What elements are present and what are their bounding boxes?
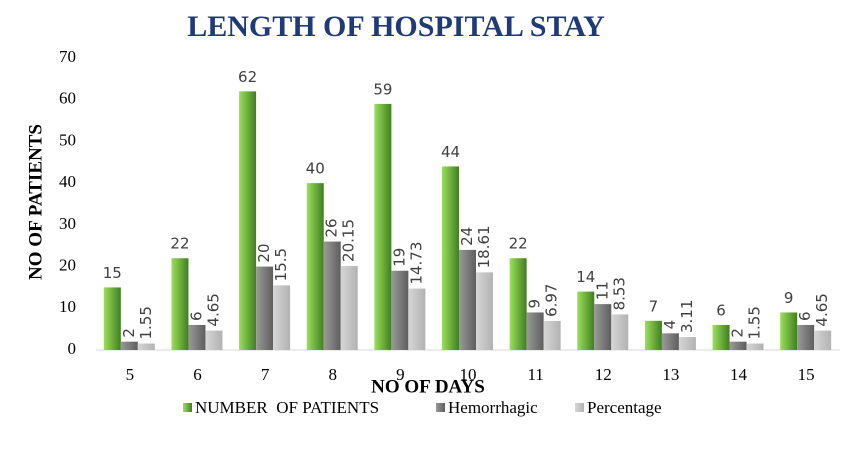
bar — [340, 265, 358, 350]
bar — [323, 241, 341, 350]
bar — [644, 320, 662, 350]
x-tick-label: 13 — [662, 365, 679, 384]
value-label: 7 — [649, 297, 659, 315]
bar — [171, 258, 189, 350]
bar — [137, 343, 155, 350]
bar — [408, 288, 426, 350]
value-label: 4 — [661, 320, 679, 330]
x-tick-label: 11 — [527, 365, 543, 384]
legend-label: Percentage — [587, 398, 662, 417]
x-axis-title: NO OF DAYS — [371, 376, 485, 397]
value-label: 15.5 — [272, 248, 290, 281]
bar — [306, 183, 324, 350]
legend-swatch — [575, 403, 584, 412]
y-tick-label: 20 — [59, 255, 76, 274]
bar — [543, 320, 561, 350]
value-label: 44 — [441, 143, 460, 161]
value-label: 24 — [458, 227, 476, 246]
y-tick-label: 70 — [59, 47, 76, 66]
value-label: 9 — [784, 289, 794, 307]
value-label: 6 — [796, 311, 814, 321]
bar — [780, 312, 798, 350]
bar — [374, 103, 392, 350]
value-label: 22 — [509, 235, 528, 253]
legend-swatch — [183, 403, 192, 412]
value-label: 40 — [306, 160, 325, 178]
value-label: 62 — [238, 68, 257, 86]
value-label: 6 — [716, 301, 726, 319]
y-tick-label: 30 — [59, 214, 76, 233]
value-label: 22 — [170, 235, 189, 253]
bar — [814, 330, 832, 350]
bar — [188, 324, 206, 350]
y-tick-label: 50 — [59, 130, 76, 149]
bar — [526, 312, 544, 350]
bar — [103, 287, 121, 350]
value-label: 11 — [593, 281, 611, 300]
y-tick-label: 60 — [59, 89, 76, 108]
bar — [594, 304, 612, 350]
value-label: 1.55 — [137, 306, 155, 339]
value-label: 8.53 — [610, 277, 628, 310]
bar — [661, 333, 679, 350]
bar — [712, 324, 730, 350]
x-tick-label: 7 — [261, 365, 270, 384]
value-label: 6.97 — [543, 284, 561, 317]
bar — [746, 343, 764, 350]
y-tick-label: 10 — [59, 297, 76, 316]
value-label: 9 — [526, 299, 544, 309]
value-label: 6 — [187, 311, 205, 321]
bar — [205, 330, 223, 350]
y-axis-title: NO OF PATIENTS — [25, 124, 46, 280]
bar — [273, 285, 291, 350]
bar — [256, 266, 274, 350]
value-label: 20 — [255, 243, 273, 262]
bar — [611, 314, 629, 350]
value-label: 19 — [390, 248, 408, 267]
x-tick-label: 9 — [396, 365, 405, 384]
legend-label: NUMBER OF PATIENTS — [195, 398, 379, 417]
value-label: 59 — [373, 80, 392, 98]
bar — [442, 166, 459, 350]
legend-label: Hemorrhagic — [448, 398, 538, 417]
bar — [797, 324, 815, 350]
bar — [509, 258, 527, 350]
bar — [391, 270, 409, 350]
bar — [577, 291, 595, 350]
y-tick-label: 40 — [59, 172, 76, 191]
x-tick-label: 8 — [328, 365, 337, 384]
value-label: 4.65 — [204, 293, 222, 326]
value-label: 14 — [576, 268, 595, 286]
x-tick-label: 12 — [595, 365, 612, 384]
legend-swatch — [436, 403, 445, 412]
bar — [476, 272, 493, 350]
bar — [678, 337, 696, 350]
chart-title: LENGTH OF HOSPITAL STAY — [187, 10, 605, 43]
value-label: 18.61 — [475, 225, 493, 268]
x-tick-label: 15 — [798, 365, 815, 384]
bar — [239, 91, 257, 350]
value-label: 14.73 — [407, 242, 425, 285]
y-tick-label: 0 — [68, 339, 77, 358]
value-label: 4.65 — [813, 293, 831, 326]
value-label: 20.15 — [340, 219, 358, 262]
x-tick-label: 6 — [193, 365, 202, 384]
value-label: 26 — [323, 218, 341, 237]
bar — [120, 341, 138, 350]
x-tick-label: 14 — [730, 365, 748, 384]
value-label: 2 — [729, 328, 747, 338]
value-label: 2 — [120, 328, 138, 338]
value-label: 3.11 — [678, 300, 696, 333]
value-label: 15 — [103, 264, 122, 282]
bar — [729, 341, 747, 350]
value-label: 1.55 — [746, 306, 764, 339]
x-tick-label: 10 — [460, 365, 477, 384]
bar — [459, 249, 476, 350]
x-tick-label: 5 — [126, 365, 135, 384]
